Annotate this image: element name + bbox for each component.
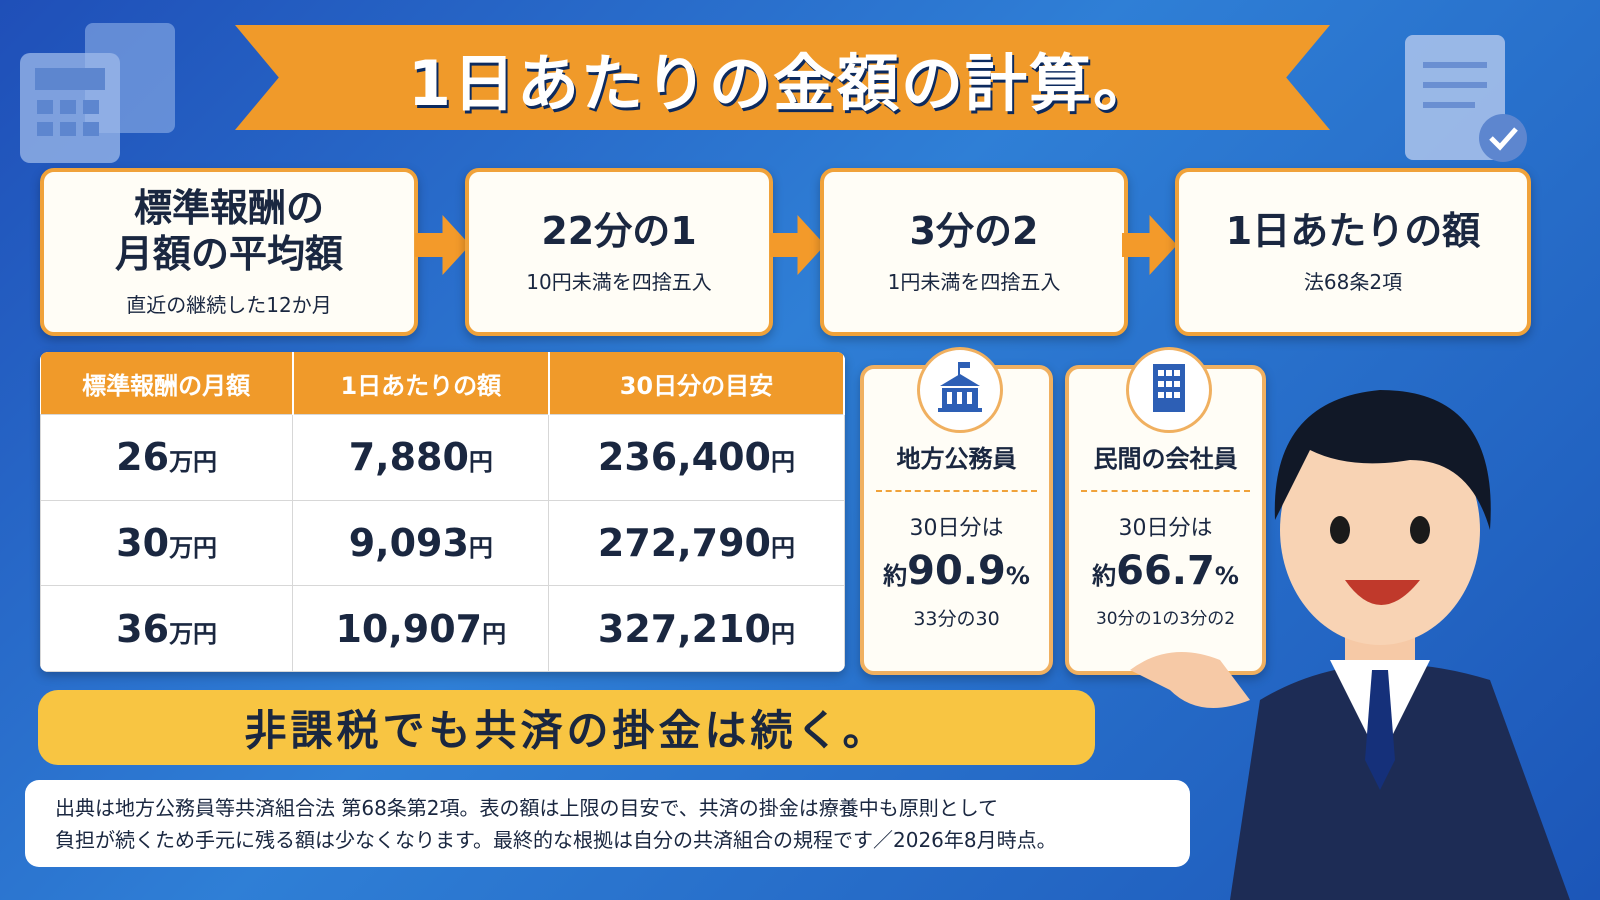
table-cell: 9,093円: [292, 499, 550, 587]
cell-value: 9,093: [348, 520, 469, 565]
cell-unit: 円: [468, 533, 493, 562]
cell-value: 236,400: [597, 435, 771, 480]
cell-unit: 万円: [169, 448, 218, 477]
table-row: 30万円 9,093円 272,790円: [40, 499, 845, 587]
ratio-prefix: 約: [1092, 562, 1117, 590]
card-note: 30分の1の3分の2: [1095, 609, 1236, 629]
source-note: 出典は地方公務員等共済組合法 第68条第2項。表の額は上限の目安で、共済の掛金は…: [25, 780, 1190, 867]
table-cell: 26万円: [40, 414, 294, 501]
ratio-card: 地方公務員 30日分は 約90.9% 33分の30: [860, 347, 1053, 675]
table-cell: 36万円: [40, 585, 294, 672]
cell-value: 7,880: [348, 435, 469, 480]
column-header: 標準報酬の月額: [40, 352, 294, 415]
column-header: 30日分の目安: [548, 352, 845, 415]
table-cell: 327,210円: [548, 585, 845, 672]
step-title-line: 月額の平均額: [114, 231, 343, 276]
card-note: 33分の30: [913, 608, 1000, 630]
step-note: 10円未満を四捨五入: [526, 270, 712, 295]
cell-value: 30: [116, 520, 170, 565]
step-title: 3分の2: [909, 208, 1039, 253]
card-label: 地方公務員: [876, 439, 1037, 492]
step-box: 3分の2 1円未満を四捨五入: [820, 168, 1128, 336]
cell-unit: 円: [770, 619, 795, 648]
step-box: 1日あたりの額法68条2項: [1175, 168, 1531, 336]
step-box: 22分の1 10円未満を四捨五入: [465, 168, 773, 336]
cell-unit: 円: [770, 533, 795, 562]
amount-table: 標準報酬の月額 1日あたりの額 30日分の目安 26万円 7,880円 236,400円 3…: [40, 352, 845, 672]
table-cell: 236,400円: [548, 414, 845, 501]
card-label: 民間の会社員: [1081, 439, 1250, 492]
card-ratio: 約90.9%: [864, 548, 1049, 594]
cell-value: 327,210: [597, 606, 771, 651]
step-note: 1円未満を四捨五入: [887, 270, 1061, 295]
ratio-unit: %: [1214, 562, 1239, 590]
cell-value: 26: [116, 435, 170, 480]
table-cell: 30万円: [40, 499, 294, 587]
footer-line: 負担が続くため手元に残る額は少なくなります。最終的な根拠は自分の共済組合の規程で…: [55, 828, 1057, 852]
businessman-illustration: [1130, 390, 1570, 900]
ratio-prefix: 約: [883, 562, 908, 590]
ratio-card: 民間の会社員 30日分は 約66.7% 30分の1の3分の2: [1065, 347, 1266, 675]
title-banner: 1日あたりの金額の計算。: [235, 25, 1330, 130]
ratio-value: 90.9: [907, 548, 1006, 594]
cell-value: 272,790: [597, 520, 771, 565]
step-box: 標準報酬の 月額の平均額直近の継続した12か月: [40, 168, 418, 336]
office-icon: [1125, 347, 1212, 433]
table-cell: 272,790円: [548, 499, 845, 587]
card-lead: 30日分は: [1118, 516, 1213, 541]
cell-unit: 万円: [169, 533, 218, 562]
table-row: 36万円 10,907円 327,210円: [40, 585, 845, 672]
cell-unit: 円: [468, 448, 493, 477]
cell-unit: 円: [482, 619, 507, 648]
arrow: [415, 215, 470, 275]
cell-unit: 万円: [169, 619, 218, 648]
title: 1日あたりの金額の計算。: [407, 46, 1158, 120]
arrow: [1122, 215, 1177, 275]
ratio-value: 66.7: [1116, 548, 1215, 594]
ratio-unit: %: [1005, 562, 1030, 590]
table: 標準報酬の月額 1日あたりの額 30日分の目安 26万円 7,880円 236,400円 3…: [40, 352, 845, 672]
card-lead: 30日分は: [909, 516, 1004, 541]
building-icon: [916, 347, 1003, 433]
card-ratio: 約66.7%: [1069, 548, 1262, 594]
arrow: [770, 215, 825, 275]
step-note: 法68条2項: [1303, 270, 1403, 295]
step-title: 標準報酬の 月額の平均額: [115, 186, 343, 277]
step-title-line: 標準報酬の: [133, 185, 324, 230]
step-note: 直近の継続した12か月: [126, 293, 332, 318]
table-cell: 7,880円: [292, 414, 550, 501]
document-icon: [1405, 35, 1527, 162]
table-body: 26万円 7,880円 236,400円 30万円 9,093円 272,790円 36万円…: [40, 414, 845, 672]
banner-text: 非課税でも共済の掛金は続く。: [244, 706, 889, 755]
cell-value: 36: [116, 606, 170, 651]
table-cell: 10,907円: [292, 585, 550, 672]
notice-banner: 非課税でも共済の掛金は続く。: [38, 690, 1095, 765]
calculator-icon: [20, 23, 175, 163]
column-header: 1日あたりの額: [292, 352, 550, 415]
footer-line: 出典は地方公務員等共済組合法 第68条第2項。表の額は上限の目安で、共済の掛金は…: [55, 796, 999, 820]
step-title: 1日あたりの額: [1225, 208, 1481, 253]
step-title: 22分の1: [541, 208, 697, 253]
cell-unit: 円: [770, 448, 795, 477]
cell-value: 10,907: [335, 606, 483, 651]
table-header: 標準報酬の月額 1日あたりの額 30日分の目安: [40, 352, 845, 415]
table-row: 26万円 7,880円 236,400円: [40, 414, 845, 501]
